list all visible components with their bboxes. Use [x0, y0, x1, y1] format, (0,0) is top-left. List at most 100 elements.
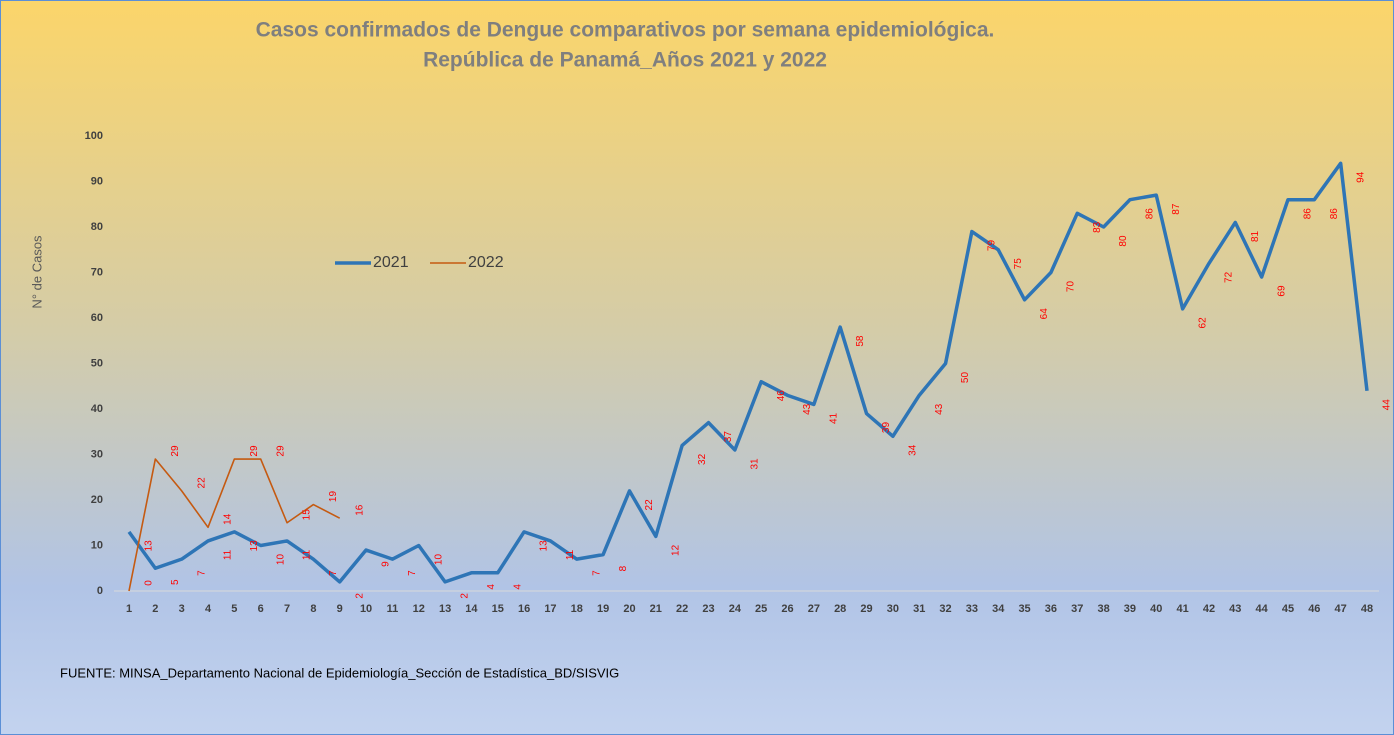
x-tick-label: 4	[205, 603, 212, 615]
x-tick-label: 47	[1335, 603, 1347, 615]
data-label: 7	[328, 570, 339, 576]
data-label: 86	[1329, 208, 1340, 220]
data-label: 11	[565, 549, 576, 560]
y-tick-label: 100	[85, 130, 103, 142]
x-tick-label: 6	[258, 603, 264, 615]
data-label: 34	[908, 444, 919, 456]
x-tick-label: 48	[1361, 603, 1373, 615]
data-label: 13	[249, 540, 260, 552]
data-label: 7	[196, 570, 207, 576]
chart-title: Casos confirmados de Dengue comparativos…	[256, 19, 995, 42]
series-line	[127, 161, 1369, 584]
x-tick-label: 39	[1124, 603, 1136, 615]
data-label: 86	[1303, 208, 1314, 220]
x-tick-label: 35	[1018, 603, 1030, 615]
series-line	[128, 458, 341, 592]
data-label: 87	[1171, 203, 1182, 215]
data-label: 41	[828, 412, 839, 424]
y-tick-label: 70	[91, 266, 103, 278]
data-label: 37	[723, 431, 734, 443]
data-label: 79	[987, 240, 998, 252]
x-tick-label: 34	[992, 603, 1005, 615]
x-tick-label: 33	[966, 603, 978, 615]
y-tick-label: 20	[91, 494, 103, 506]
x-tick-label: 25	[755, 603, 767, 615]
data-label: 32	[697, 453, 708, 465]
x-tick-label: 22	[676, 603, 688, 615]
data-label: 7	[407, 570, 418, 576]
legend-label: 2021	[373, 254, 409, 271]
x-tick-label: 21	[650, 603, 662, 615]
x-tick-label: 13	[439, 603, 451, 615]
x-tick-label: 29	[860, 603, 872, 615]
data-label: 39	[881, 422, 892, 434]
data-label: 15	[302, 509, 313, 521]
y-tick-label: 10	[91, 539, 103, 551]
data-label: 10	[275, 554, 286, 566]
data-label: 46	[776, 390, 787, 402]
y-tick-label: 90	[91, 175, 103, 187]
data-label: 11	[223, 549, 234, 560]
data-label: 58	[855, 335, 866, 347]
data-label: 22	[644, 499, 655, 511]
x-tick-label: 20	[623, 603, 635, 615]
data-label: 0	[144, 580, 155, 586]
data-label: 12	[670, 544, 681, 556]
data-label: 43	[934, 403, 945, 415]
data-label: 7	[591, 570, 602, 576]
x-tick-label: 27	[808, 603, 820, 615]
data-label: 72	[1224, 271, 1235, 283]
data-label: 5	[170, 579, 181, 585]
data-label: 10	[433, 554, 444, 566]
x-tick-label: 5	[231, 603, 237, 615]
x-tick-label: 7	[284, 603, 290, 615]
y-tick-label: 30	[91, 448, 103, 460]
y-tick-label: 60	[91, 312, 103, 324]
data-label: 80	[1118, 235, 1129, 247]
chart-subtitle: República de Panamá_Años 2021 y 2022	[423, 49, 827, 72]
x-tick-label: 36	[1045, 603, 1057, 615]
data-label: 75	[1013, 258, 1024, 270]
data-label: 13	[539, 540, 550, 552]
x-tick-label: 3	[179, 603, 185, 615]
data-label: 13	[144, 540, 155, 552]
x-tick-label: 41	[1176, 603, 1188, 615]
data-label: 69	[1276, 285, 1287, 297]
data-label: 9	[381, 561, 392, 567]
x-tick-label: 43	[1229, 603, 1241, 615]
data-label: 14	[223, 513, 234, 525]
data-label: 62	[1197, 317, 1208, 329]
x-tick-label: 26	[781, 603, 793, 615]
source-note: FUENTE: MINSA_Departamento Nacional de E…	[60, 665, 619, 680]
x-tick-label: 10	[360, 603, 372, 615]
data-label: 29	[249, 445, 260, 457]
x-tick-label: 30	[887, 603, 899, 615]
x-tick-label: 46	[1308, 603, 1320, 615]
y-tick-label: 40	[91, 403, 103, 415]
data-label: 83	[1092, 221, 1103, 233]
x-tick-label: 28	[834, 603, 846, 615]
x-tick-label: 17	[544, 603, 556, 615]
data-label: 29	[170, 445, 181, 457]
data-label: 50	[960, 372, 971, 384]
x-tick-label: 42	[1203, 603, 1215, 615]
data-label: 2	[460, 593, 471, 599]
x-tick-label: 24	[729, 603, 742, 615]
x-tick-label: 11	[387, 603, 399, 615]
x-tick-label: 45	[1282, 603, 1294, 615]
data-label: 4	[486, 584, 497, 590]
data-label: 4	[512, 584, 523, 590]
y-tick-label: 80	[91, 221, 103, 233]
data-label: 11	[302, 549, 313, 560]
data-label: 86	[1145, 208, 1156, 220]
x-tick-label: 31	[913, 603, 925, 615]
data-label: 16	[354, 504, 365, 516]
x-tick-label: 1	[126, 603, 132, 615]
data-label: 8	[618, 565, 629, 571]
x-tick-label: 38	[1097, 603, 1109, 615]
x-tick-label: 15	[492, 603, 504, 615]
x-tick-label: 40	[1150, 603, 1162, 615]
y-tick-label: 0	[97, 585, 103, 597]
x-tick-label: 12	[413, 603, 425, 615]
